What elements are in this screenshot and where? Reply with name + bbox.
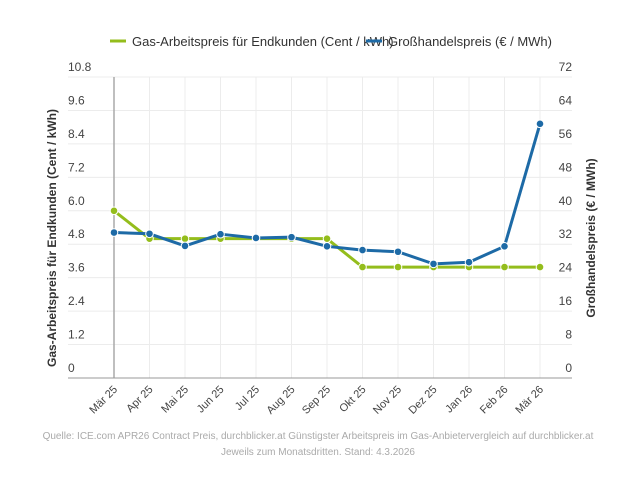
data-point-0[interactable] (180, 234, 190, 243)
x-axis: Mär 25 Apr 25 Mai 25 Jun 25 Jul 25 Aug 25 Sep … (87, 384, 546, 417)
gridlines (68, 76, 572, 379)
data-point-1[interactable] (322, 242, 332, 251)
x-tick-label: Mai 25 (159, 384, 191, 416)
x-tick-label: Jul 25 (233, 384, 262, 413)
y-tick-label-left: 2.4 (68, 294, 85, 308)
data-point-0[interactable] (322, 234, 332, 243)
y-tick-label-right: 64 (559, 93, 573, 107)
data-point-0[interactable] (500, 262, 509, 272)
data-point-0[interactable] (358, 262, 367, 272)
data-point-1[interactable] (500, 242, 509, 251)
x-tick-label: Mär 25 (87, 384, 120, 417)
y-tick-label-left: 1.2 (68, 328, 85, 342)
y-tick-label-right: 16 (559, 294, 573, 308)
y-tick-label-right: 24 (559, 261, 573, 275)
footer-source: Quelle: ICE.com APR26 Contract Preis, du… (43, 431, 594, 442)
data-point-1[interactable] (216, 229, 225, 239)
data-point-1[interactable] (393, 247, 403, 257)
x-tick-label: Apr 25 (124, 384, 155, 415)
y-tick-label-left: 9.6 (68, 93, 85, 107)
y-tick-label-right: 40 (559, 194, 573, 208)
data-point-0[interactable] (393, 262, 403, 272)
y-tick-label-right: 72 (559, 60, 573, 74)
y-tick-label-left: 8.4 (68, 127, 85, 141)
y-axis-right-title: Großhandelspreis (€ / MWh) (584, 158, 598, 317)
x-tick-label: Okt 25 (337, 384, 368, 415)
data-point-1[interactable] (358, 245, 367, 255)
y-tick-label-left: 10.8 (68, 60, 92, 74)
x-tick-label: Mär 26 (513, 384, 546, 417)
y-axis-left: 0 1.2 2.4 3.6 4.8 6.0 7.2 8.4 9.6 10.8 (68, 60, 92, 375)
legend: Gas-Arbeitspreis für Endkunden (Cent / k… (110, 34, 552, 49)
x-tick-label: Nov 25 (371, 384, 404, 417)
y-tick-label-right: 56 (559, 127, 573, 141)
data-point-1[interactable] (145, 229, 154, 239)
x-tick-label: Aug 25 (264, 384, 297, 417)
data-point-1[interactable] (251, 233, 261, 243)
data-point-1[interactable] (464, 257, 474, 267)
legend-item-endkunden[interactable]: Gas-Arbeitspreis für Endkunden (Cent / k… (110, 34, 394, 49)
legend-label-endkunden: Gas-Arbeitspreis für Endkunden (Cent / k… (132, 34, 394, 49)
data-point-1[interactable] (535, 119, 545, 129)
y-tick-label-right: 48 (559, 160, 573, 174)
data-point-1[interactable] (287, 232, 296, 242)
legend-item-grosshandel[interactable]: Großhandelspreis (€ / MWh) (366, 34, 552, 49)
x-tick-label: Dez 25 (406, 384, 439, 417)
y-tick-label-left: 6.0 (68, 194, 85, 208)
data-point-1[interactable] (109, 228, 119, 237)
data-point-1[interactable] (429, 259, 438, 269)
y-tick-label-left: 7.2 (68, 160, 85, 174)
data-point-0[interactable] (109, 206, 119, 216)
y-tick-label-right: 0 (565, 361, 572, 375)
y-axis-left-title: Gas-Arbeitspreis für Endkunden (Cent / k… (45, 109, 59, 367)
x-tick-label: Feb 26 (478, 384, 511, 417)
data-point-0[interactable] (535, 262, 545, 272)
y-axis-right: 0 8 16 24 32 40 48 56 64 72 (559, 60, 573, 375)
y-tick-label-left: 4.8 (68, 227, 85, 241)
data-point-1[interactable] (180, 241, 190, 251)
x-tick-label: Jun 25 (195, 384, 227, 416)
legend-label-grosshandel: Großhandelspreis (€ / MWh) (388, 34, 552, 49)
y-tick-label-right: 8 (565, 328, 572, 342)
y-tick-label-right: 32 (559, 227, 573, 241)
x-tick-label: Sep 25 (300, 384, 333, 417)
y-tick-label-left: 3.6 (68, 261, 85, 275)
footer-note: Jeweils zum Monatsdritten. Stand: 4.3.20… (221, 447, 415, 458)
series-group (109, 119, 545, 272)
y-tick-label-left: 0 (68, 361, 75, 375)
x-tick-label: Jan 26 (443, 384, 475, 416)
